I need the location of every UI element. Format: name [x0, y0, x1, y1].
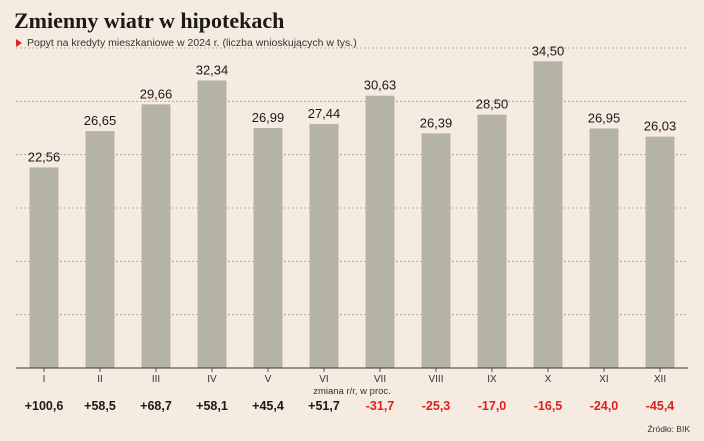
- x-tick-label: V: [265, 374, 272, 385]
- change-value-label: +68,7: [140, 399, 172, 413]
- bar-value-label: 26,65: [84, 113, 117, 128]
- change-value-label: +58,1: [196, 399, 228, 413]
- x-tick-label: VII: [374, 374, 386, 385]
- bar-value-label: 30,63: [364, 78, 397, 93]
- bar: [85, 131, 115, 368]
- change-value-label: -45,4: [646, 399, 675, 413]
- bar: [589, 128, 619, 368]
- change-value-label: -31,7: [366, 399, 395, 413]
- bar-value-label: 22,56: [28, 149, 61, 164]
- change-value-label: -17,0: [478, 399, 507, 413]
- bar: [645, 136, 675, 368]
- bar: [477, 114, 507, 369]
- bar-value-label: 26,03: [644, 119, 677, 134]
- bar: [197, 80, 227, 369]
- bar-value-label: 29,66: [140, 86, 173, 101]
- x-tick-label: VI: [319, 374, 328, 385]
- change-value-label: -16,5: [534, 399, 563, 413]
- chart-title: Zmienny wiatr w hipotekach: [14, 8, 285, 33]
- change-value-label: +45,4: [252, 399, 284, 413]
- bar: [29, 167, 59, 368]
- x-tick-label: XI: [599, 374, 608, 385]
- bar-value-label: 32,34: [196, 63, 229, 78]
- x-tick-label: II: [97, 374, 103, 385]
- bar-value-label: 34,50: [532, 43, 565, 58]
- source-note: Źródło: BIK: [647, 424, 690, 434]
- x-tick-label: X: [545, 374, 552, 385]
- x-tick-label: I: [43, 374, 46, 385]
- bar: [141, 104, 171, 368]
- bar: [421, 133, 451, 368]
- change-value-label: +100,6: [25, 399, 64, 413]
- bar: [533, 61, 563, 368]
- change-value-label: -24,0: [590, 399, 619, 413]
- bar-value-label: 26,95: [588, 110, 621, 125]
- bar-value-label: 26,39: [420, 115, 453, 130]
- bar-value-label: 27,44: [308, 106, 341, 121]
- x-tick-label: III: [152, 374, 160, 385]
- x-tick-label: XII: [654, 374, 666, 385]
- bar: [253, 128, 283, 368]
- change-value-label: +58,5: [84, 399, 116, 413]
- change-value-label: -25,3: [422, 399, 451, 413]
- change-caption: zmiana r/r, w proc.: [313, 386, 391, 397]
- bar: [309, 124, 339, 368]
- triangle-marker-icon: [16, 39, 22, 48]
- x-tick-label: VIII: [428, 374, 443, 385]
- bar: [365, 95, 395, 368]
- x-tick-label: IX: [487, 374, 497, 385]
- subtitle-text: Popyt na kredyty mieszkaniowe w 2024 r. …: [27, 37, 357, 49]
- bar-value-label: 26,99: [252, 110, 285, 125]
- bar-value-label: 28,50: [476, 97, 509, 112]
- x-tick-label: IV: [207, 374, 217, 385]
- change-value-label: +51,7: [308, 399, 340, 413]
- chart-subtitle: Popyt na kredyty mieszkaniowe w 2024 r. …: [16, 37, 357, 49]
